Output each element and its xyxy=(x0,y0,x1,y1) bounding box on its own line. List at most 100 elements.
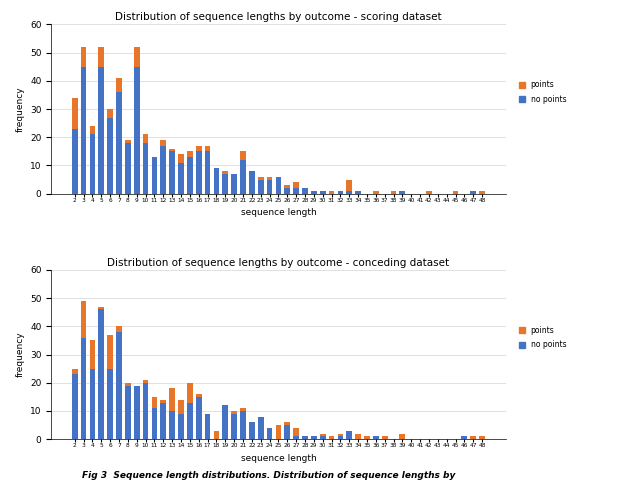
Bar xyxy=(81,301,86,338)
Bar xyxy=(99,67,104,194)
Bar xyxy=(72,129,77,194)
Bar xyxy=(134,47,140,67)
Bar xyxy=(116,332,122,439)
Bar xyxy=(302,436,308,439)
Bar xyxy=(108,109,113,118)
Bar xyxy=(205,414,211,439)
Bar xyxy=(81,67,86,194)
Bar xyxy=(320,436,326,439)
Bar xyxy=(320,433,326,436)
Bar xyxy=(293,188,299,194)
Bar xyxy=(178,163,184,194)
Y-axis label: frequency: frequency xyxy=(15,86,24,132)
Bar xyxy=(90,135,95,194)
Bar xyxy=(143,143,148,194)
Bar xyxy=(337,191,343,194)
Bar xyxy=(116,92,122,194)
Bar xyxy=(178,154,184,163)
Bar xyxy=(161,403,166,439)
Bar xyxy=(222,174,228,194)
Bar xyxy=(231,414,237,439)
Bar xyxy=(196,151,202,194)
Bar xyxy=(90,341,95,368)
Y-axis label: frequency: frequency xyxy=(15,332,24,377)
Bar xyxy=(134,67,140,194)
Bar xyxy=(284,425,290,439)
Title: Distribution of sequence lengths by outcome - scoring dataset: Distribution of sequence lengths by outc… xyxy=(115,12,442,22)
Bar xyxy=(399,433,405,439)
Bar xyxy=(293,183,299,188)
Bar xyxy=(214,168,220,194)
Bar xyxy=(196,394,202,397)
Bar xyxy=(116,78,122,92)
Bar xyxy=(222,406,228,439)
Bar xyxy=(99,309,104,439)
Bar xyxy=(125,386,131,439)
Bar xyxy=(337,433,343,436)
Bar xyxy=(125,383,131,386)
Bar xyxy=(240,151,246,160)
Bar xyxy=(187,403,193,439)
Bar xyxy=(169,388,175,411)
Bar xyxy=(329,436,335,439)
Bar xyxy=(72,374,77,439)
Bar xyxy=(240,160,246,194)
Bar xyxy=(205,146,211,151)
Bar xyxy=(284,185,290,188)
Bar xyxy=(81,338,86,439)
Bar xyxy=(187,151,193,157)
Bar xyxy=(161,400,166,403)
Bar xyxy=(143,383,148,439)
Bar xyxy=(72,368,77,374)
Bar xyxy=(320,191,326,194)
Bar xyxy=(470,191,476,194)
Bar xyxy=(311,436,317,439)
Bar xyxy=(373,436,379,439)
Bar xyxy=(355,433,361,439)
Bar xyxy=(373,191,379,194)
Bar xyxy=(161,146,166,194)
Bar xyxy=(470,436,476,439)
Bar xyxy=(143,380,148,383)
Bar xyxy=(108,368,113,439)
Bar xyxy=(90,368,95,439)
Bar xyxy=(152,397,157,408)
Bar xyxy=(178,400,184,414)
Bar xyxy=(99,306,104,309)
Title: Distribution of sequence lengths by outcome - conceding dataset: Distribution of sequence lengths by outc… xyxy=(108,258,449,268)
Bar xyxy=(337,436,343,439)
Bar xyxy=(240,408,246,411)
Bar xyxy=(187,383,193,403)
Bar xyxy=(178,414,184,439)
Bar xyxy=(382,436,388,439)
Bar xyxy=(196,146,202,151)
Bar xyxy=(214,431,220,439)
Bar xyxy=(143,135,148,143)
Bar xyxy=(293,428,299,436)
Bar xyxy=(169,411,175,439)
Bar xyxy=(355,191,361,194)
Bar xyxy=(479,191,485,194)
Bar xyxy=(293,436,299,439)
Bar xyxy=(284,188,290,194)
Bar xyxy=(276,177,281,194)
Bar xyxy=(152,408,157,439)
Legend: points, no points: points, no points xyxy=(518,81,566,104)
Bar xyxy=(267,428,273,439)
Bar xyxy=(169,151,175,194)
Bar xyxy=(258,417,264,439)
X-axis label: sequence length: sequence length xyxy=(241,208,316,218)
Bar xyxy=(81,47,86,67)
Bar xyxy=(125,140,131,143)
Bar xyxy=(329,191,335,194)
Bar xyxy=(479,436,485,439)
Bar xyxy=(134,386,140,439)
Bar xyxy=(108,335,113,368)
Bar xyxy=(364,436,370,439)
Bar xyxy=(222,171,228,174)
Bar xyxy=(311,191,317,194)
Bar xyxy=(346,431,352,439)
Bar xyxy=(461,436,467,439)
Bar xyxy=(90,126,95,135)
Bar xyxy=(99,47,104,67)
